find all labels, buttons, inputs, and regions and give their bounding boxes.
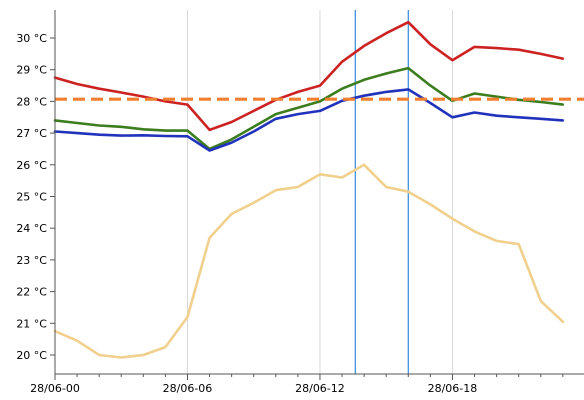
y-tick-label: 22 °C: [16, 286, 47, 299]
y-tick-label: 29 °C: [16, 64, 47, 77]
series-line-3: [53, 88, 565, 152]
marker-layer: [354, 10, 409, 374]
y-tick-label: 24 °C: [16, 222, 47, 235]
y-tick-label: 25 °C: [16, 191, 47, 204]
series-line-4: [53, 163, 565, 359]
y-tick-label: 28 °C: [16, 95, 47, 108]
y-tick-label: 20 °C: [16, 349, 47, 362]
y-tick-label: 26 °C: [16, 159, 47, 172]
y-tick-label: 30 °C: [16, 32, 47, 45]
x-tick-label: 28/06-06: [163, 382, 213, 395]
x-tick-label: 28/06-12: [295, 382, 345, 395]
y-tick-label: 23 °C: [16, 254, 47, 267]
series-layer: [53, 20, 584, 359]
series-line-1: [53, 20, 565, 132]
series-line-2: [53, 66, 565, 151]
x-tick-label: 28/06-00: [30, 382, 80, 395]
y-tick-label: 21 °C: [16, 317, 47, 330]
axis-layer: 20 °C 21 °C 22 °C 23 °C 24 °C 25 °C 26 °C 27 °C…: [16, 10, 584, 395]
x-tick-label: 28/06-18: [428, 382, 478, 395]
y-tick-label: 27 °C: [16, 127, 47, 140]
grid-layer: [186, 10, 453, 374]
